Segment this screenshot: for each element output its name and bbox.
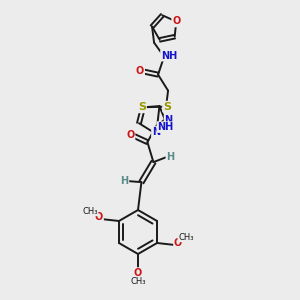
- Text: O: O: [136, 66, 144, 76]
- Text: N: N: [152, 127, 160, 137]
- Text: NH: NH: [157, 122, 173, 132]
- Text: H: H: [167, 152, 175, 162]
- Text: S: S: [138, 102, 146, 112]
- Text: S: S: [163, 102, 171, 112]
- Text: N: N: [164, 116, 172, 125]
- Text: O: O: [174, 238, 182, 248]
- Text: H: H: [120, 176, 128, 186]
- Text: CH₃: CH₃: [178, 232, 194, 242]
- Text: CH₃: CH₃: [82, 206, 98, 215]
- Text: O: O: [126, 130, 134, 140]
- Text: O: O: [95, 212, 103, 222]
- Text: O: O: [172, 16, 180, 26]
- Text: O: O: [134, 268, 142, 278]
- Text: CH₃: CH₃: [130, 278, 146, 286]
- Text: NH: NH: [161, 51, 177, 61]
